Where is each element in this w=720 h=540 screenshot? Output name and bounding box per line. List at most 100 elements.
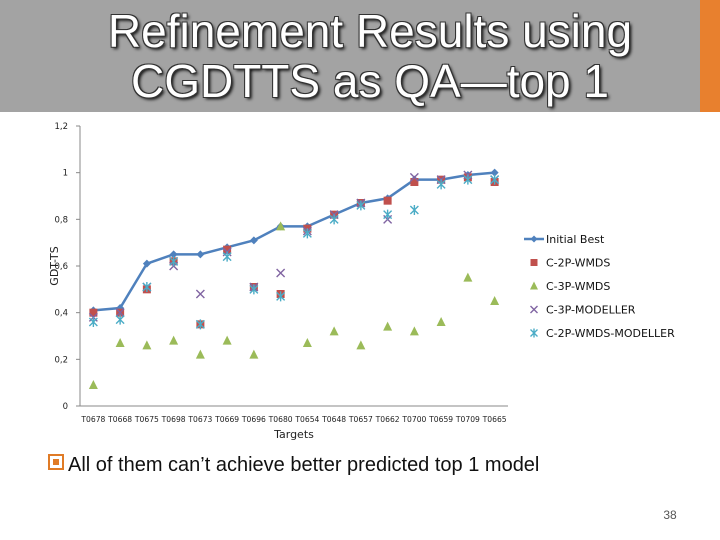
chart-marks (88, 168, 500, 389)
x-tick-label: T0678 (80, 415, 105, 424)
data-point (169, 335, 179, 345)
data-point (383, 321, 393, 331)
x-tick-label: T0665 (482, 415, 507, 424)
data-point (222, 335, 232, 345)
x-tick-label: T0680 (268, 415, 293, 424)
checkbox-bullet-icon (48, 454, 64, 470)
data-point (490, 174, 500, 185)
series-line (93, 171, 495, 312)
y-tick-label: 0,6 (54, 262, 68, 272)
data-point (222, 251, 232, 262)
data-point (302, 338, 312, 347)
data-point (223, 245, 232, 254)
x-tick-label: T0698 (161, 415, 186, 424)
data-point (490, 296, 500, 305)
data-point (89, 308, 98, 317)
data-point (409, 172, 419, 182)
legend-label: C-3P-WMDS (546, 280, 610, 293)
page-number: 38 (663, 508, 677, 522)
x-tick-label: T0668 (107, 415, 132, 424)
y-tick-label: 0,8 (54, 215, 68, 225)
data-point (302, 228, 312, 239)
data-point (383, 209, 393, 220)
data-point (115, 338, 125, 347)
data-point (249, 284, 259, 295)
y-axis-title: GDT-TS (48, 246, 61, 285)
title-bar (0, 0, 720, 112)
data-point (115, 314, 125, 325)
data-point (530, 305, 538, 314)
bullet-text: All of them can’t achieve better predict… (68, 454, 540, 476)
data-point (195, 289, 205, 299)
y-tick-label: 1 (63, 169, 68, 179)
x-tick-label: T0709 (455, 415, 480, 424)
series-c-3p-wmds (88, 221, 500, 389)
data-point (169, 250, 178, 259)
legend-item: C-3P-WMDS (530, 280, 610, 293)
data-point (436, 179, 446, 190)
legend-label: C-2P-WMDS-MODELLER (546, 327, 675, 340)
data-point (356, 200, 366, 211)
series-c-3p-modeller (88, 170, 500, 322)
data-point (530, 235, 538, 243)
y-tick-label: 1,2 (54, 122, 68, 132)
data-point (249, 236, 258, 245)
x-tick-label: T0669 (214, 415, 239, 424)
data-point (169, 256, 179, 267)
x-tick-label: T0654 (294, 415, 319, 424)
data-point (276, 291, 286, 302)
data-point (329, 214, 339, 225)
data-point (463, 174, 473, 185)
data-point (490, 168, 499, 177)
series-c-2p-wmds (89, 173, 499, 329)
x-tick-label: T0662 (375, 415, 400, 424)
x-tick-label: T0700 (401, 415, 426, 424)
x-tick-label: T0659 (428, 415, 453, 424)
data-point (249, 349, 259, 359)
data-point (142, 282, 152, 292)
chart-legend: Initial Best C-2P-WMDS C-3P-WMDS C-3P-MODEL… (524, 233, 675, 340)
data-point (195, 319, 205, 330)
y-tick-label: 0,4 (54, 309, 68, 319)
x-axis-title: Targets (273, 428, 314, 441)
bullet-point: All of them can’t achieve better predict… (48, 454, 539, 477)
legend-label: Initial Best (546, 233, 605, 246)
legend-item: C-3P-MODELLER (530, 304, 636, 317)
legend-item: C-2P-WMDS-MODELLER (530, 327, 675, 340)
x-tick-label: T0696 (241, 415, 266, 424)
data-point (409, 326, 419, 336)
data-point (329, 326, 339, 336)
data-point (410, 178, 419, 186)
data-point (530, 259, 538, 266)
title-accent-bar (700, 0, 720, 112)
data-point (276, 221, 286, 231)
x-tick-label: T0648 (321, 415, 346, 424)
legend-item: Initial Best (524, 233, 605, 246)
data-point (142, 340, 152, 350)
data-point (142, 259, 151, 268)
x-tick-label: T0675 (134, 415, 159, 424)
data-point (196, 250, 205, 259)
data-point (88, 317, 98, 327)
x-tick-label: T0673 (187, 415, 212, 424)
slide-title: Refinement Results using CGDTTS as QA—to… (107, 5, 633, 107)
data-point (195, 349, 205, 359)
data-point (356, 340, 366, 350)
data-point (436, 317, 446, 326)
data-point (115, 308, 125, 318)
legend-label: C-2P-WMDS (546, 257, 610, 270)
series-c-2p-wmds-modeller (88, 174, 500, 330)
legend-item: C-2P-WMDS (530, 257, 610, 270)
y-tick-label: 0 (63, 402, 68, 412)
data-point (276, 268, 286, 278)
data-point (463, 272, 473, 282)
legend-label: C-3P-MODELLER (546, 304, 636, 317)
data-point (409, 205, 419, 215)
x-tick-label: T0657 (348, 415, 373, 424)
y-tick-label: 0,2 (54, 355, 68, 365)
data-point (383, 196, 392, 205)
data-point (88, 380, 98, 389)
